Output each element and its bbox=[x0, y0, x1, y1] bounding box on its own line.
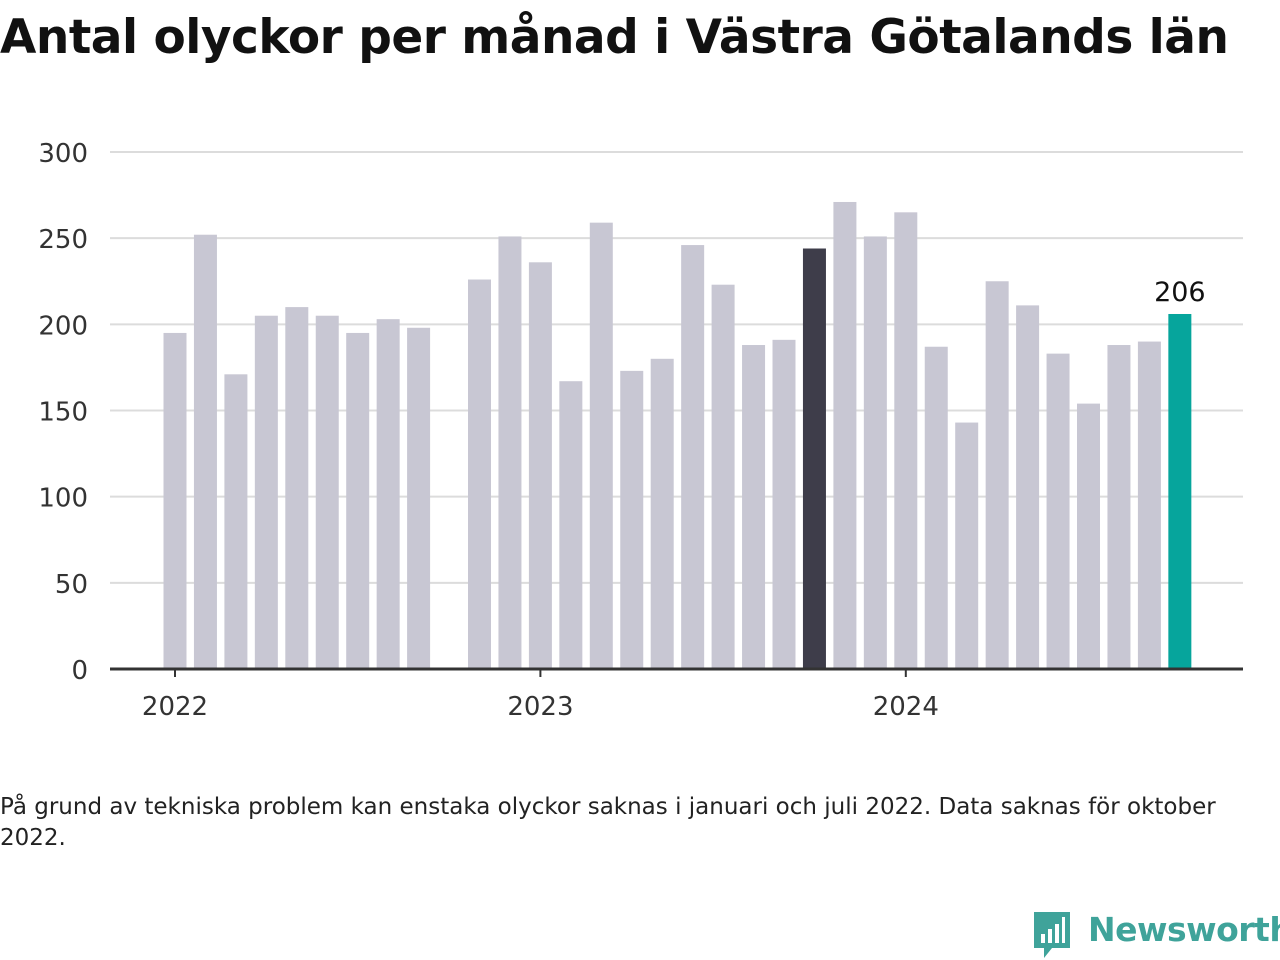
bar-2024-05 bbox=[1016, 305, 1040, 669]
bar-2022-03 bbox=[224, 374, 248, 669]
logo-text: Newsworthy bbox=[1088, 910, 1280, 949]
bar-2024-09 bbox=[1137, 341, 1161, 669]
footnote: På grund av tekniska problem kan enstaka… bbox=[0, 794, 1216, 851]
y-tick-label: 0 bbox=[71, 656, 88, 686]
bar-2022-09 bbox=[407, 327, 431, 669]
y-tick-label: 50 bbox=[55, 570, 88, 600]
bar-2022-08 bbox=[376, 319, 400, 669]
newsworthy-logo[interactable]: Newsworthy bbox=[1030, 908, 1280, 958]
bar-2023-02 bbox=[559, 381, 583, 669]
bar-2023-11 bbox=[833, 201, 857, 669]
chart-speech-bubble-icon bbox=[1034, 912, 1070, 958]
bar-2022-11 bbox=[468, 279, 491, 669]
y-tick-label: 150 bbox=[38, 398, 88, 428]
bar-2023-10 bbox=[802, 248, 826, 670]
y-axis-tick-labels: 0 50 100 150 200 250 300 bbox=[38, 139, 88, 686]
bar-2022-06 bbox=[315, 315, 339, 669]
bar-2022-04 bbox=[254, 315, 278, 669]
bar-2022-07 bbox=[346, 332, 370, 669]
y-tick-label: 300 bbox=[38, 139, 88, 169]
bar-2024-06 bbox=[1046, 353, 1070, 669]
bar-2023-06 bbox=[681, 245, 705, 669]
gridlines bbox=[110, 151, 1243, 584]
bar-2023-03 bbox=[589, 222, 613, 669]
bar-2023-01 bbox=[528, 262, 552, 669]
data-label: 206 bbox=[1154, 277, 1206, 308]
bar-2022-01 bbox=[163, 332, 187, 669]
data-labels: 206 bbox=[1154, 277, 1206, 308]
bar-2023-04 bbox=[620, 370, 644, 669]
bar-2024-04 bbox=[985, 281, 1009, 669]
bar-2024-01 bbox=[894, 212, 918, 670]
x-tick-label: 2023 bbox=[507, 692, 573, 722]
x-tick-label: 2022 bbox=[142, 692, 208, 722]
bar-2024-02 bbox=[924, 346, 948, 669]
y-tick-label: 100 bbox=[38, 484, 88, 514]
y-tick-label: 200 bbox=[38, 311, 88, 341]
bar-2024-07 bbox=[1077, 403, 1100, 669]
chart-title: Antal olyckor per månad i Västra Götalan… bbox=[0, 10, 1229, 65]
bar-2023-09 bbox=[772, 339, 796, 669]
bar-2023-07 bbox=[711, 284, 735, 669]
bar-2023-12 bbox=[863, 236, 887, 669]
bar-2022-12 bbox=[498, 236, 522, 669]
bar-2023-08 bbox=[742, 345, 766, 669]
bar-2024-10 bbox=[1168, 313, 1192, 669]
bar-2023-05 bbox=[650, 358, 674, 669]
bar-2024-03 bbox=[955, 422, 979, 669]
bar-2022-02 bbox=[193, 234, 217, 669]
y-tick-label: 250 bbox=[38, 225, 88, 255]
bar-2022-05 bbox=[285, 307, 309, 669]
bar-chart: 0 50 100 150 200 250 300 2022 2023 2024 206 bbox=[38, 139, 1243, 722]
x-tick-label: 2024 bbox=[873, 692, 939, 722]
x-axis-tick-labels: 2022 2023 2024 bbox=[142, 669, 939, 722]
bar-2024-08 bbox=[1107, 345, 1131, 669]
bars bbox=[163, 201, 1192, 670]
